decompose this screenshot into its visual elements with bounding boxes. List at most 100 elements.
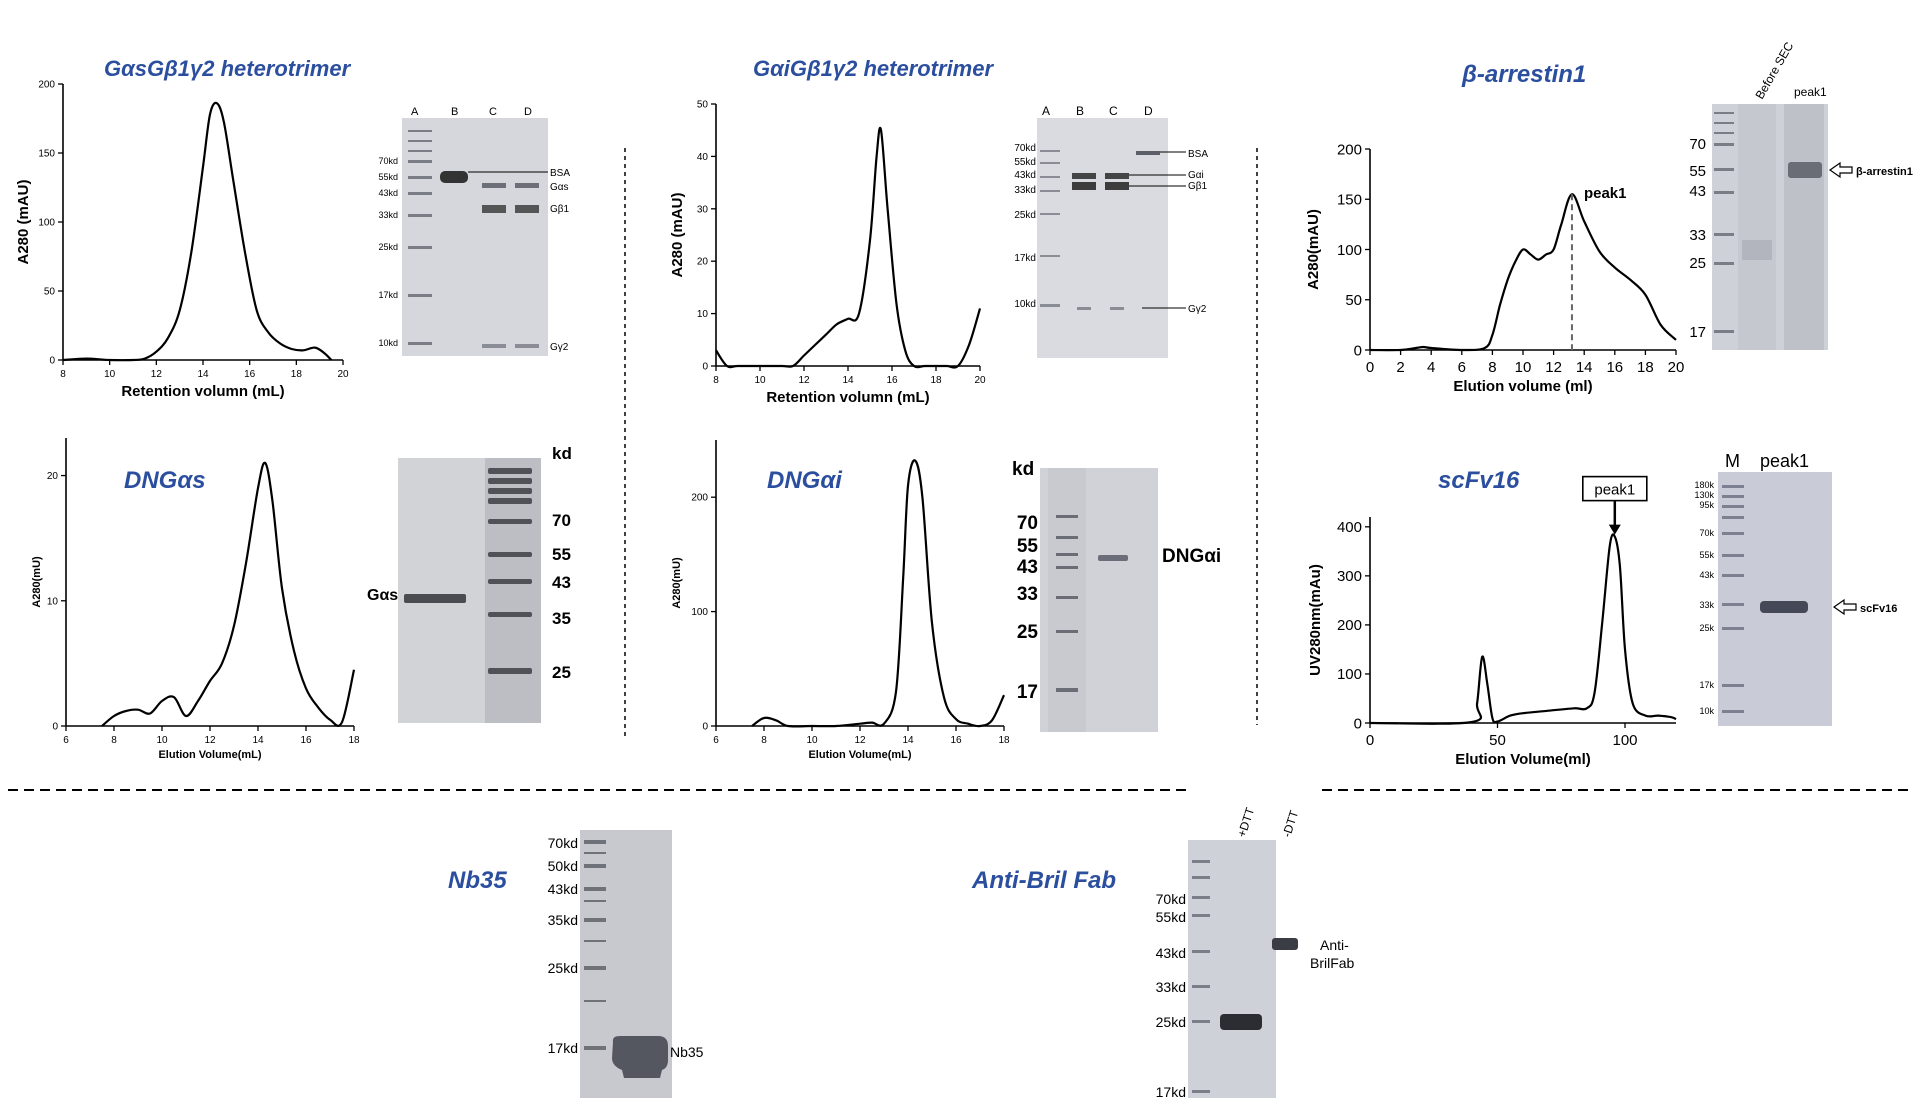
x-tick-label: 6: [1458, 359, 1466, 376]
peak-label: peak1: [1584, 185, 1627, 202]
y-tick-label: 0: [49, 356, 55, 367]
band-gai: [1072, 173, 1096, 179]
gel-image: [1188, 840, 1276, 1098]
x-tick-label: 0: [1366, 359, 1374, 376]
marker-label: 33kd: [1156, 979, 1186, 995]
marker-ladder: [408, 130, 432, 345]
y-axis-label: A280(mAU): [1305, 209, 1322, 290]
lane-label: B: [1076, 104, 1084, 118]
marker-label: 70: [1689, 136, 1706, 153]
lane-label: D: [524, 106, 532, 118]
y-tick-label: 0: [1354, 715, 1362, 732]
title-gi-trimer: GαiGβ1γ2 heterotrimer: [753, 56, 994, 81]
arrow-icon: [1832, 598, 1857, 616]
gel-nb35: 70kd 50kd 43kd 35kd 25kd 17kd Nb35: [548, 830, 704, 1098]
gel-image: [1718, 472, 1832, 726]
marker-label: 43: [552, 573, 571, 592]
x-tick-label: 10: [806, 735, 818, 746]
y-tick-label: 200: [691, 493, 708, 504]
band-gg2: [515, 344, 539, 348]
x-tick-label: 20: [974, 375, 986, 386]
band-label: Gαi: [1188, 170, 1204, 181]
marker-label: 17kd: [378, 290, 398, 300]
band-gg2: [1077, 307, 1091, 310]
marker-label: 70kd: [1014, 143, 1036, 154]
marker-label: 43kd: [1014, 170, 1036, 181]
x-tick-label: 50: [1489, 732, 1506, 749]
lane-label: M: [1725, 451, 1740, 471]
chromatogram-trace: [751, 459, 1005, 728]
y-tick-label: 0: [702, 362, 708, 373]
band-scfv16: [1760, 601, 1808, 613]
band-gb1: [515, 205, 539, 213]
marker-label: 55kd: [378, 172, 398, 182]
y-tick-label: 150: [38, 149, 55, 160]
band-label: BrilFab: [1310, 955, 1355, 971]
y-tick-label: 20: [697, 257, 709, 268]
band-reduced: [1220, 1014, 1262, 1030]
x-tick-label: 18: [348, 735, 360, 746]
x-axis-label: Retention volumn (mL): [766, 389, 929, 406]
x-tick-label: 0: [1366, 732, 1374, 749]
y-tick-label: 0: [702, 722, 708, 733]
marker-ladder: [1722, 485, 1744, 713]
band-arrestin: [1788, 162, 1822, 178]
marker-label: 43: [1017, 557, 1038, 578]
gel-image: [1037, 118, 1168, 358]
band-label: Nb35: [670, 1044, 704, 1060]
gel-arrestin: Before SEC peak1 70 55 43 33 25 17 β-arr…: [1689, 39, 1913, 350]
x-tick-label: 2: [1396, 359, 1404, 376]
y-axis-label: A280 (mAU): [15, 179, 32, 264]
lane-label: A: [411, 106, 419, 118]
band-label: Anti-: [1320, 937, 1349, 953]
gel-fab: +DTT -DTT 70kd 55kd 43kd 33kd 25kd 17kd …: [1156, 805, 1355, 1100]
x-tick-label: 4: [1427, 359, 1435, 376]
band-label: scFv16: [1860, 603, 1897, 615]
x-tick-label: 18: [291, 369, 303, 380]
marker-label: 17kd: [548, 1040, 578, 1056]
lane-label: Before SEC: [1752, 39, 1796, 101]
marker-label: 130k: [1694, 490, 1714, 500]
chart-scfv16: 0 50 100 0 100 200 300 400 Elution Volume(ml) UV2…: [1307, 475, 1677, 768]
band-nonreduced: [1272, 938, 1298, 950]
band-gas: [515, 183, 539, 188]
gel-gs-trimer: A B C D 70kd 55kd 43kd 33kd 25kd 17kd 10…: [378, 106, 570, 356]
band-bsa: [440, 171, 468, 183]
x-tick-label: 14: [842, 375, 854, 386]
lane-label: C: [489, 106, 497, 118]
y-tick-label: 400: [1337, 519, 1362, 536]
y-axis-label: A280(mU): [671, 557, 683, 609]
y-axis-label: UV280nm(mAu): [1307, 564, 1324, 676]
marker-header: kd: [552, 444, 572, 463]
marker-label: 10kd: [378, 338, 398, 348]
x-tick-label: 12: [1545, 359, 1562, 376]
x-tick-label: 8: [111, 735, 117, 746]
lane-label: A: [1042, 104, 1050, 118]
x-tick-label: 10: [104, 369, 116, 380]
x-tick-label: 20: [337, 369, 349, 380]
x-tick-label: 8: [1488, 359, 1496, 376]
marker-label: 55k: [1699, 550, 1714, 560]
lane-label: D: [1144, 104, 1153, 118]
band-bsa: [1136, 151, 1160, 155]
lane-label: peak1: [1794, 85, 1827, 99]
arrow-down-icon: [1608, 524, 1621, 535]
x-tick-label: 6: [63, 735, 69, 746]
title-nb35: Nb35: [448, 867, 507, 894]
band-label: Gγ2: [1188, 304, 1207, 315]
band-label: β-arrestin1: [1856, 166, 1913, 178]
marker-label: 17kd: [1014, 253, 1036, 264]
chromatogram-trace: [1369, 193, 1677, 352]
x-tick-label: 16: [886, 375, 898, 386]
y-tick-label: 10: [697, 309, 709, 320]
band-gas: [482, 183, 506, 188]
band-label: Gαs: [367, 587, 398, 604]
marker-ladder: [1056, 515, 1078, 692]
y-tick-label: 50: [44, 287, 56, 298]
title-dngas: DNGαs: [124, 467, 206, 494]
x-tick-label: 100: [1612, 732, 1637, 749]
band-gas: [404, 594, 466, 603]
band-gg2: [482, 344, 506, 348]
marker-label: 50kd: [548, 858, 578, 874]
